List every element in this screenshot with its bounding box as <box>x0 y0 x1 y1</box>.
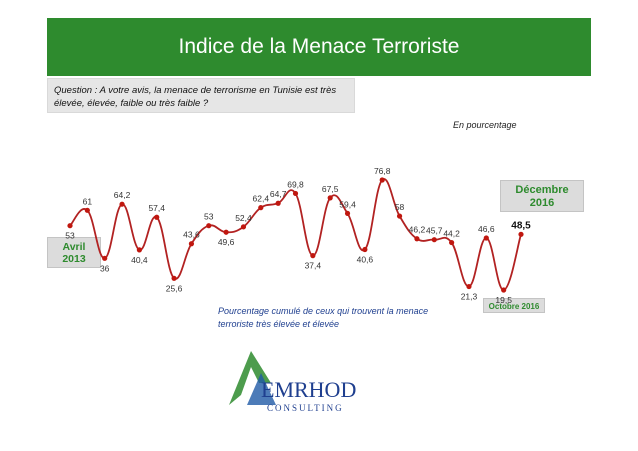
data-point <box>518 231 524 237</box>
data-label: 62,4 <box>253 194 270 204</box>
data-point <box>258 205 264 211</box>
data-label: 58 <box>395 202 405 212</box>
data-label: 21,3 <box>461 292 478 302</box>
data-point <box>206 223 212 229</box>
end-date-year: 2016 <box>529 197 555 209</box>
data-point <box>327 195 333 201</box>
data-label: 69,8 <box>287 179 304 189</box>
data-point <box>483 235 489 241</box>
data-point <box>223 229 229 235</box>
data-label: 59,4 <box>339 199 356 209</box>
data-label: 67,5 <box>322 184 339 194</box>
data-label: 43,6 <box>183 230 200 240</box>
data-point <box>292 190 299 197</box>
data-point <box>67 223 73 229</box>
data-point <box>449 239 455 246</box>
question-text: Question : A votre avis, la menace de te… <box>47 78 355 113</box>
data-label: 45,7 <box>426 226 443 236</box>
data-label: 53 <box>204 212 214 222</box>
data-label: 46,6 <box>478 224 495 234</box>
data-label: 40,6 <box>357 254 374 264</box>
data-point <box>501 287 507 293</box>
data-label: 44,2 <box>443 229 460 239</box>
logo-mark-icon: EMRHOD CONSULTING <box>229 351 356 413</box>
data-point <box>84 207 90 213</box>
data-point <box>275 200 281 206</box>
data-label: 57,4 <box>148 203 165 213</box>
data-point <box>379 177 385 183</box>
data-label: 37,4 <box>305 261 322 271</box>
data-label: 61 <box>83 196 93 206</box>
emrhod-logo: EMRHOD CONSULTING <box>221 343 368 420</box>
data-point <box>310 253 316 259</box>
data-label: 40,4 <box>131 255 148 265</box>
data-label: 53 <box>65 231 75 241</box>
end-date-badge: Décembre 2016 <box>500 180 584 212</box>
chart-caption: Pourcentage cumulé de ceux qui trouvent … <box>218 306 429 329</box>
data-point <box>362 246 368 253</box>
data-point <box>466 283 472 290</box>
data-label: 64,7 <box>270 189 287 199</box>
data-point <box>240 224 247 230</box>
data-point <box>188 241 195 247</box>
data-point <box>344 210 351 217</box>
data-label: 46,2 <box>409 225 426 235</box>
data-label: 19,5 <box>495 295 512 305</box>
data-label: 25,6 <box>166 283 183 293</box>
data-point <box>102 255 108 261</box>
unit-note: En pourcentage <box>453 120 517 130</box>
data-label: 49,6 <box>218 237 235 247</box>
data-label: 48,5 <box>511 220 531 231</box>
october-badge: Octobre 2016 <box>483 298 545 313</box>
data-point <box>414 236 420 242</box>
data-point <box>431 237 437 243</box>
data-label: 76,8 <box>374 166 391 176</box>
end-date-month: Décembre <box>515 184 569 196</box>
logo-sub: CONSULTING <box>267 403 344 413</box>
start-date-year: 2013 <box>62 253 86 265</box>
data-point <box>136 247 142 253</box>
data-point <box>119 201 125 207</box>
data-point <box>154 214 160 220</box>
data-label: 36 <box>100 263 110 273</box>
data-point <box>171 275 177 281</box>
data-point <box>396 213 403 219</box>
data-label: 52,4 <box>235 213 252 223</box>
start-date-month: Avril <box>62 241 86 253</box>
chart-title: Indice de la Menace Terroriste <box>47 18 591 76</box>
logo-name: EMRHOD <box>261 377 356 402</box>
data-label: 64,2 <box>114 190 131 200</box>
